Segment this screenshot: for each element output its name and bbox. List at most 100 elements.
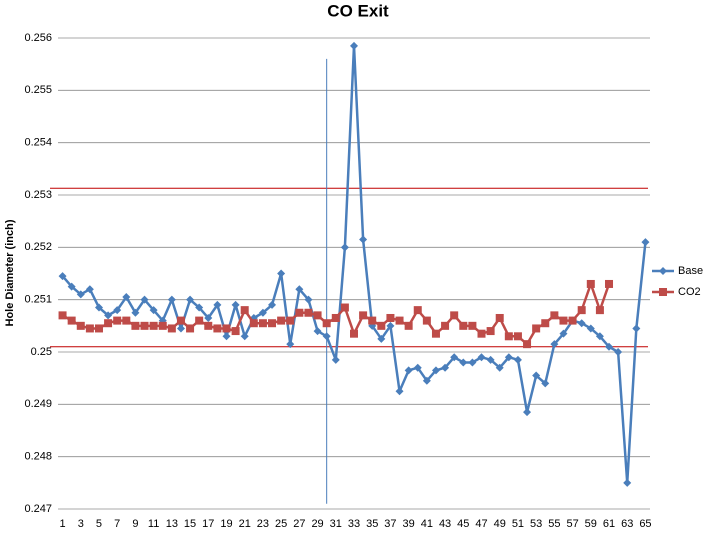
data-point: [113, 306, 122, 315]
legend-marker: [659, 288, 667, 296]
data-point: [85, 285, 94, 294]
data-point: [541, 319, 550, 328]
x-tick-label: 43: [439, 518, 451, 530]
data-point: [404, 366, 413, 375]
data-point: [577, 319, 586, 328]
data-point: [94, 303, 103, 312]
data-point: [295, 308, 304, 317]
data-point: [595, 332, 604, 341]
data-point: [422, 316, 431, 325]
x-tick-label: 17: [202, 518, 214, 530]
data-point: [122, 316, 131, 325]
data-point: [76, 321, 85, 330]
data-point: [404, 321, 413, 330]
data-point: [58, 311, 67, 320]
y-tick-label: 0.255: [24, 84, 52, 96]
data-point: [431, 366, 440, 375]
data-point: [377, 334, 386, 343]
data-point: [149, 306, 158, 315]
data-point: [204, 313, 213, 322]
data-point: [513, 355, 522, 364]
data-point: [350, 329, 358, 338]
data-point: [641, 238, 650, 247]
data-point: [468, 321, 477, 330]
data-point: [331, 355, 340, 364]
legend-marker: [659, 267, 667, 275]
data-point: [495, 313, 504, 322]
data-point: [395, 387, 404, 396]
x-tick-label: 53: [530, 518, 542, 530]
data-point: [322, 332, 331, 341]
data-point: [595, 306, 604, 315]
y-axis-title: Hole Diameter (inch): [4, 219, 16, 326]
data-point: [213, 324, 222, 333]
data-point: [104, 311, 113, 320]
legend-label: Base: [678, 265, 703, 277]
data-point: [586, 279, 595, 288]
data-point: [304, 308, 313, 317]
x-tick-label: 41: [421, 518, 433, 530]
data-point: [541, 379, 550, 388]
x-tick-label: 35: [366, 518, 378, 530]
data-point: [186, 295, 195, 304]
data-point: [550, 340, 559, 349]
x-tick-label: 55: [548, 518, 560, 530]
data-point: [477, 353, 486, 362]
x-tick-label: 11: [148, 518, 159, 530]
data-point: [76, 290, 85, 299]
data-point: [213, 300, 222, 309]
data-point: [313, 327, 322, 336]
data-point: [468, 358, 477, 367]
data-point: [459, 358, 468, 367]
x-tick-label: 51: [512, 518, 524, 530]
data-point: [359, 311, 368, 320]
data-point: [441, 363, 450, 372]
data-point: [359, 235, 368, 244]
data-point: [222, 332, 231, 341]
x-tick-label: 47: [475, 518, 487, 530]
x-tick-label: 15: [184, 518, 196, 530]
data-point: [504, 332, 513, 341]
x-tick-label: 3: [78, 518, 84, 530]
y-tick-label: 0.25: [31, 346, 52, 358]
y-tick-label: 0.248: [24, 451, 52, 463]
x-tick-label: 45: [457, 518, 469, 530]
data-point: [377, 321, 386, 330]
data-point: [231, 300, 240, 309]
data-point: [577, 306, 586, 315]
data-point: [331, 313, 340, 322]
data-point: [422, 376, 431, 385]
data-point: [623, 478, 632, 487]
data-point: [122, 293, 131, 302]
x-tick-label: 39: [403, 518, 415, 530]
data-point: [413, 363, 422, 372]
y-tick-label: 0.249: [24, 398, 52, 410]
data-point: [140, 295, 149, 304]
data-point: [286, 340, 295, 349]
data-point: [249, 319, 258, 328]
x-tick-label: 5: [96, 518, 102, 530]
data-point: [431, 329, 440, 338]
data-point: [131, 308, 140, 317]
y-tick-label: 0.247: [24, 503, 52, 515]
data-point: [277, 316, 286, 325]
data-point: [195, 303, 204, 312]
data-point: [532, 371, 541, 380]
data-point: [632, 324, 641, 333]
y-tick-label: 0.251: [24, 294, 52, 306]
x-tick-label: 31: [330, 518, 342, 530]
data-point: [140, 321, 149, 330]
x-tick-label: 37: [384, 518, 396, 530]
data-point: [204, 321, 213, 330]
data-point: [176, 324, 185, 333]
chart-title: CO Exit: [327, 1, 389, 20]
legend-label: CO2: [678, 286, 701, 298]
data-point: [277, 269, 286, 278]
y-tick-label: 0.256: [24, 32, 52, 44]
data-point: [495, 363, 504, 372]
data-point: [85, 324, 94, 333]
x-tick-label: 9: [132, 518, 138, 530]
x-tick-label: 59: [585, 518, 597, 530]
x-tick-label: 1: [59, 518, 65, 530]
data-point: [167, 295, 176, 304]
